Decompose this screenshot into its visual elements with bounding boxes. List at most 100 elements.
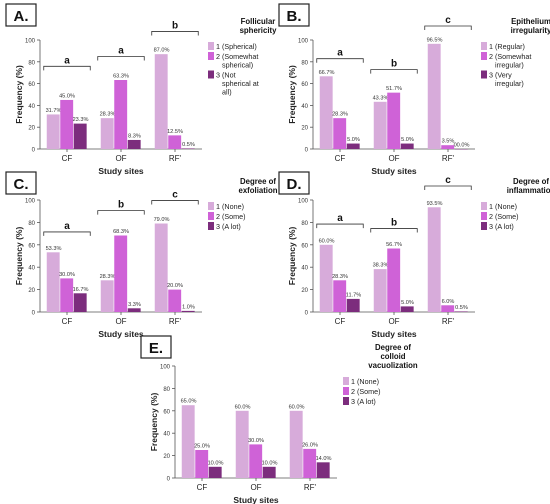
y-axis-label: Frequency (%) xyxy=(287,227,297,286)
bar-cf-series-1 xyxy=(46,252,60,312)
panel-label-text: B. xyxy=(287,8,302,25)
y-tick-label: 20 xyxy=(28,126,35,132)
panel-label: D. xyxy=(278,171,310,195)
x-tick-label: RF' xyxy=(442,154,455,163)
legend-label: 1 (None) xyxy=(351,377,379,386)
y-tick-label: 0 xyxy=(32,311,36,317)
x-tick-label: OF xyxy=(388,154,399,163)
data-label: 60.0% xyxy=(319,238,335,244)
legend: Epithelium irregularity 1 (Regular)2 (Some… xyxy=(481,17,550,88)
bar-of-series-3 xyxy=(400,306,414,312)
x-tick-label: OF xyxy=(250,483,261,492)
y-tick-label: 100 xyxy=(25,39,36,45)
panel-label-text: C. xyxy=(14,176,29,193)
significance-letter: a xyxy=(337,213,343,224)
legend: Degree of colloid vacuolization 1 (None)2 (… xyxy=(343,343,418,406)
legend-item-3: 3 (A lot) xyxy=(481,222,514,231)
legend-item-1: 1 (None) xyxy=(481,202,517,211)
bar-of-series-3 xyxy=(127,308,141,312)
x-tick-label: CF xyxy=(335,317,346,326)
data-label: 1.0% xyxy=(182,304,195,310)
significance-bracket: b xyxy=(151,20,199,36)
y-axis-label: Frequency (%) xyxy=(287,65,297,124)
significance-bracket: a xyxy=(316,48,364,63)
bar-rf-series-1 xyxy=(154,54,168,149)
data-label: 12.5% xyxy=(167,129,183,135)
y-tick-label: 0 xyxy=(32,148,36,154)
data-label: 6.0% xyxy=(442,299,455,305)
data-label: 30.0% xyxy=(59,272,75,278)
legend-label: 1 (Spherical) xyxy=(216,42,257,51)
data-label: 23.3% xyxy=(73,117,89,123)
bar-of-series-2 xyxy=(114,235,128,312)
y-tick-label: 20 xyxy=(301,126,308,132)
bar-of-series-2 xyxy=(249,444,263,478)
legend-swatch xyxy=(481,52,487,60)
data-label: 51.7% xyxy=(386,86,402,92)
y-tick-label: 60 xyxy=(163,409,170,415)
legend-swatch xyxy=(481,222,487,230)
data-label: 16.7% xyxy=(73,287,89,293)
y-axis-label: Frequency (%) xyxy=(14,65,24,124)
data-label: 11.7% xyxy=(346,292,361,298)
bar-cf-series-2 xyxy=(333,118,347,149)
y-tick-label: 60 xyxy=(28,82,35,88)
significance-letter: b xyxy=(118,200,124,211)
data-label: 26.0% xyxy=(302,442,318,448)
data-label: 28.3% xyxy=(100,112,116,118)
legend-label: 2 (Somewhat irregular) xyxy=(489,52,531,70)
bracket-line xyxy=(316,58,364,63)
legend-swatch xyxy=(343,397,349,405)
significance-letter: a xyxy=(64,55,70,66)
significance-letter: c xyxy=(172,190,178,201)
data-label: 25.0% xyxy=(194,444,210,450)
significance-letter: a xyxy=(64,221,70,232)
significance-bracket: b xyxy=(370,218,418,233)
bar-of-series-3 xyxy=(262,466,276,478)
data-label: 60.0% xyxy=(289,404,305,410)
bracket-line xyxy=(424,25,472,30)
data-label: 43.3% xyxy=(373,95,389,101)
data-label: 53.3% xyxy=(46,246,62,252)
bracket-line xyxy=(424,185,472,190)
legend-label: 3 (A lot) xyxy=(489,222,514,231)
bar-of-series-3 xyxy=(400,143,414,149)
legend-label: 2 (Some) xyxy=(351,387,381,396)
chart-panel-4: D. 0 20 40 60 80 100 Frequency (%) 60.0% 28.3% 11.… xyxy=(278,171,550,339)
legend-label: 1 (None) xyxy=(489,202,517,211)
data-label: 5.0% xyxy=(347,137,360,143)
x-axis-label: Study sites xyxy=(98,166,144,176)
y-tick-label: 60 xyxy=(301,243,308,249)
bar-cf-series-1 xyxy=(319,244,333,312)
chart-panel-3: C. 0 20 40 60 80 100 Frequency (%) 53.3% 30.0% 16.… xyxy=(5,171,278,339)
panel-label-text: D. xyxy=(287,176,302,193)
y-tick-label: 0 xyxy=(305,311,309,317)
bar-of-series-2 xyxy=(387,92,401,149)
y-tick-label: 80 xyxy=(301,221,308,227)
y-tick-label: 60 xyxy=(301,82,308,88)
bar-rf-series-3 xyxy=(454,311,468,312)
legend-item-2: 2 (Some) xyxy=(481,212,519,221)
y-tick-label: 40 xyxy=(28,266,35,272)
bar-cf-series-3 xyxy=(73,293,87,312)
significance-bracket: a xyxy=(43,55,91,71)
legend-title: Follicular sphericity xyxy=(240,17,277,35)
significance-bracket: b xyxy=(370,59,418,74)
data-label: 68.3% xyxy=(113,229,129,235)
chart-panel-1: A. 0 20 40 60 80 100 Frequency (%) 31.7% 45.0% 23.… xyxy=(5,3,277,176)
legend-item-2: 2 (Somewhat spherical) xyxy=(208,52,258,70)
x-tick-label: CF xyxy=(62,317,73,326)
panel-label: C. xyxy=(5,171,37,195)
legend-item-3: 3 (Not spherical at all) xyxy=(208,70,259,97)
bracket-line xyxy=(151,200,199,205)
data-label: 14.0% xyxy=(316,456,332,462)
bar-rf-series-1 xyxy=(427,207,441,312)
x-tick-label: CF xyxy=(62,154,73,163)
bracket-line xyxy=(370,69,418,74)
bar-rf-series-2 xyxy=(168,135,182,149)
bracket-line xyxy=(370,228,418,233)
legend-item-1: 1 (Regular) xyxy=(481,42,525,51)
legend-item-1: 1 (None) xyxy=(208,202,244,211)
legend-item-3: 3 (A lot) xyxy=(343,397,376,406)
x-tick-label: RF' xyxy=(169,154,182,163)
